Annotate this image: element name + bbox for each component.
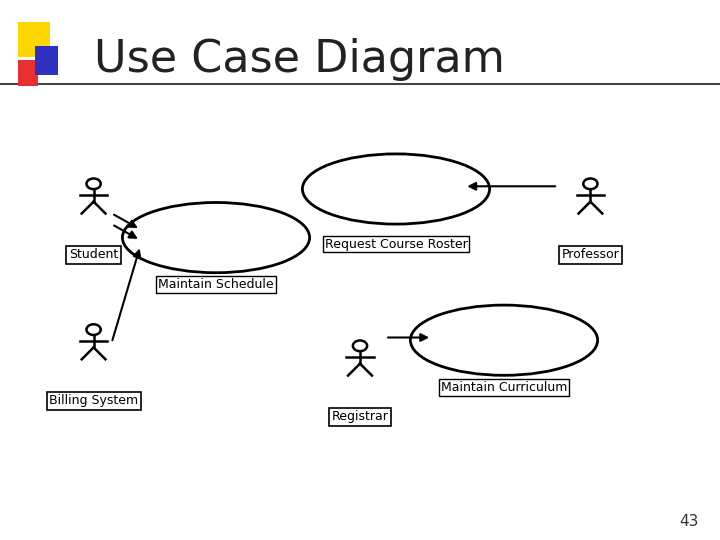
FancyBboxPatch shape — [35, 46, 58, 75]
Text: Maintain Schedule: Maintain Schedule — [158, 278, 274, 291]
Text: Use Case Diagram: Use Case Diagram — [94, 38, 505, 81]
Ellipse shape — [410, 305, 598, 375]
Circle shape — [86, 324, 101, 335]
Text: 43: 43 — [679, 514, 698, 529]
Ellipse shape — [302, 154, 490, 224]
Circle shape — [583, 178, 598, 189]
FancyBboxPatch shape — [18, 60, 38, 86]
Text: Request Course Roster: Request Course Roster — [325, 238, 467, 251]
Text: Professor: Professor — [562, 248, 619, 261]
Text: Registrar: Registrar — [332, 410, 388, 423]
Ellipse shape — [122, 202, 310, 273]
Text: Student: Student — [69, 248, 118, 261]
Circle shape — [86, 178, 101, 189]
Circle shape — [353, 340, 367, 351]
FancyBboxPatch shape — [18, 22, 50, 57]
Text: Billing System: Billing System — [49, 394, 138, 407]
Text: Maintain Curriculum: Maintain Curriculum — [441, 381, 567, 394]
